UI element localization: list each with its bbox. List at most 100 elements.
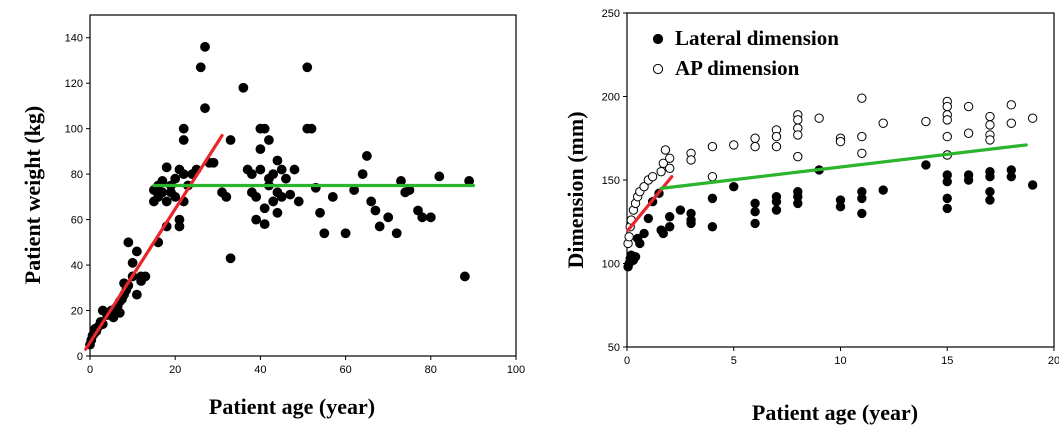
lateral-dimension-point bbox=[1027, 180, 1038, 190]
weight-point bbox=[170, 191, 181, 202]
ap-dimension-point bbox=[639, 181, 649, 192]
lateral-dimension-point bbox=[942, 203, 952, 214]
weight-point bbox=[208, 157, 219, 168]
weight-point bbox=[272, 155, 283, 166]
weight-point bbox=[178, 123, 189, 134]
y-tick-label: 100 bbox=[602, 259, 620, 271]
weight-point bbox=[289, 164, 300, 175]
x-tick-label: 15 bbox=[941, 355, 953, 367]
lateral-dimension-point bbox=[942, 193, 952, 204]
x-tick-label: 20 bbox=[169, 364, 181, 376]
lateral-dimension-point bbox=[639, 228, 649, 239]
weight-point bbox=[114, 307, 125, 318]
weight-point bbox=[221, 191, 232, 202]
ap-dimension-point bbox=[686, 155, 696, 165]
ap-dimension-point bbox=[624, 232, 634, 242]
ap-dimension-point bbox=[942, 115, 952, 125]
x-axis-label: Patient age (year) bbox=[752, 400, 918, 425]
fit-lines bbox=[84, 133, 475, 351]
ap-dimension-point bbox=[647, 171, 658, 182]
lateral-dimension-point bbox=[750, 207, 760, 217]
y-tick-label: 140 bbox=[65, 33, 83, 45]
y-tick-label: 0 bbox=[77, 351, 83, 363]
data-points bbox=[85, 41, 475, 350]
ap-dimension-point bbox=[771, 131, 782, 142]
weight-point bbox=[131, 246, 142, 257]
weight-point bbox=[362, 151, 372, 161]
weight-point bbox=[370, 205, 381, 216]
ap-dimension-point bbox=[963, 101, 974, 112]
weight-point bbox=[238, 82, 249, 93]
ap-dimension-point bbox=[835, 136, 846, 147]
lateral-dimension-point bbox=[1006, 171, 1016, 182]
lateral-dimension-point bbox=[771, 197, 782, 207]
weight-point bbox=[259, 219, 270, 230]
fit-lines bbox=[626, 143, 1028, 232]
weight-point bbox=[255, 164, 266, 175]
weight-point bbox=[293, 196, 304, 207]
weight-point bbox=[434, 171, 445, 182]
weight-point bbox=[302, 62, 313, 73]
ap-dimension-point bbox=[729, 140, 739, 150]
weight-point bbox=[170, 173, 181, 184]
ap-dimension-point bbox=[942, 101, 952, 112]
weight-point bbox=[131, 289, 142, 300]
y-tick-label: 100 bbox=[65, 124, 83, 136]
weight-point bbox=[268, 196, 279, 207]
weight-point bbox=[374, 221, 385, 232]
weight-point bbox=[225, 135, 236, 145]
weight-point bbox=[123, 237, 134, 248]
ap-dimension-point bbox=[942, 131, 952, 142]
lateral-dimension-point bbox=[921, 160, 931, 170]
x-axis-label: Patient age (year) bbox=[209, 394, 375, 419]
weight-point bbox=[157, 187, 168, 198]
lateral-dimension-point bbox=[963, 175, 974, 185]
lateral-dimension-point bbox=[985, 195, 995, 205]
legend: Lateral dimension AP dimension bbox=[652, 26, 839, 80]
weight-point bbox=[383, 212, 394, 223]
lateral-dimension-point bbox=[665, 212, 675, 222]
ap-dimension-point bbox=[793, 151, 803, 162]
lateral-dimension-point bbox=[750, 218, 760, 229]
legend-marker-ap bbox=[652, 63, 664, 75]
weight-point bbox=[417, 212, 428, 223]
axis-ticks: 0 5 10 15 20 50 100 150 200 250 bbox=[602, 8, 1059, 367]
x-tick-label: 5 bbox=[731, 355, 737, 367]
lateral-dimension-point bbox=[707, 193, 718, 204]
weight-point bbox=[178, 135, 189, 145]
ap-dimension-point bbox=[985, 111, 995, 122]
weight-point bbox=[264, 135, 274, 145]
lateral-dimension-point bbox=[771, 205, 782, 215]
red-fit-line bbox=[84, 133, 224, 351]
y-axis-label: Dimension (mm) bbox=[563, 111, 588, 268]
data-points bbox=[623, 93, 1038, 272]
x-tick-label: 0 bbox=[87, 364, 93, 376]
weight-point bbox=[306, 123, 317, 134]
lateral-dimension-point bbox=[658, 228, 668, 239]
y-tick-label: 200 bbox=[602, 92, 620, 104]
lateral-dimension-point bbox=[985, 186, 995, 197]
ap-dimension-point bbox=[656, 166, 666, 177]
legend-label-lateral: Lateral dimension bbox=[675, 26, 839, 50]
lateral-dimension-point bbox=[878, 185, 888, 195]
weight-point bbox=[259, 203, 270, 214]
ap-dimension-point bbox=[814, 113, 824, 123]
lateral-dimension-point bbox=[793, 198, 803, 209]
weight-point bbox=[200, 103, 210, 114]
lateral-dimension-point bbox=[942, 176, 952, 187]
ap-dimension-point bbox=[1006, 100, 1016, 110]
weight-point bbox=[178, 169, 189, 180]
y-axis-label: Patient weight (kg) bbox=[20, 106, 45, 284]
ap-dimension-point bbox=[921, 116, 931, 127]
lateral-dimension-point bbox=[630, 252, 641, 262]
weight-point bbox=[161, 162, 172, 173]
lateral-dimension-point bbox=[686, 218, 696, 229]
lateral-dimension-point bbox=[675, 205, 686, 215]
weight-point bbox=[366, 196, 377, 207]
weight-point bbox=[425, 212, 436, 223]
y-tick-label: 60 bbox=[71, 215, 83, 227]
lateral-dimension-point bbox=[835, 202, 846, 212]
weight-vs-age-chart: 0 20 40 60 80 100 0 20 40 60 80 100 120 140 Patient a… bbox=[20, 14, 525, 419]
lateral-dimension-point bbox=[750, 198, 760, 209]
